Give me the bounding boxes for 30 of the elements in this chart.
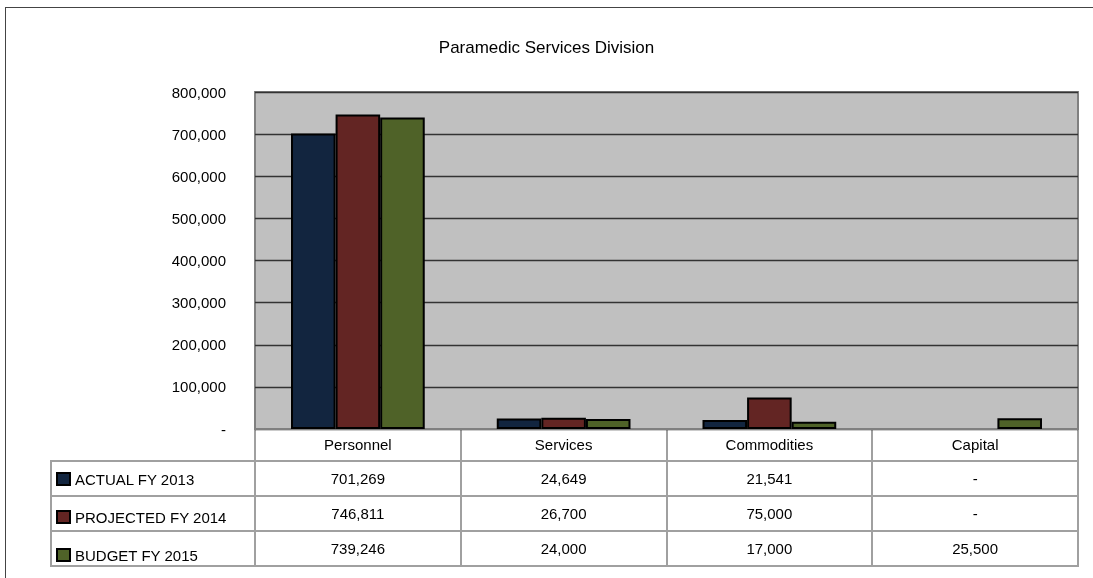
y-tick-label: - [221,420,226,438]
legend-label: BUDGET FY 2015 [75,546,198,564]
y-tick-label: 600,000 [171,167,226,185]
y-tick-label: 500,000 [171,209,226,227]
y-tick-label: 300,000 [171,294,226,312]
y-tick-label: 200,000 [171,336,226,354]
x-tick-label: Commodities [725,436,814,453]
x-tick-label: Personnel [324,436,392,453]
legend-label: PROJECTED FY 2014 [75,508,227,526]
chart-title: Paramedic Services Division [438,38,655,57]
y-tick-label: 700,000 [171,125,226,143]
text: - [972,505,978,522]
data-label: 701,269 [254,460,462,497]
y-tick-label: 100,000 [171,378,226,396]
data-label: 739,246 [254,530,462,567]
y-tick-label: 800,000 [171,83,226,101]
data-label: 24,000 [459,530,668,567]
data-label: 24,649 [459,460,668,497]
data-label: 746,811 [254,495,462,532]
legend-label: ACTUAL FY 2013 [75,470,195,488]
data-label: 17,000 [665,530,874,567]
bar [997,418,1042,429]
data-label: 21,541 [665,460,874,497]
text: - [972,470,978,487]
data-label: 26,700 [459,495,668,532]
x-tick-label: Capital [951,436,999,453]
y-tick-label: 400,000 [171,252,226,269]
x-tick-label: Services [534,436,593,453]
data-label: 25,500 [871,530,1079,567]
data-label: 75,000 [665,495,874,532]
